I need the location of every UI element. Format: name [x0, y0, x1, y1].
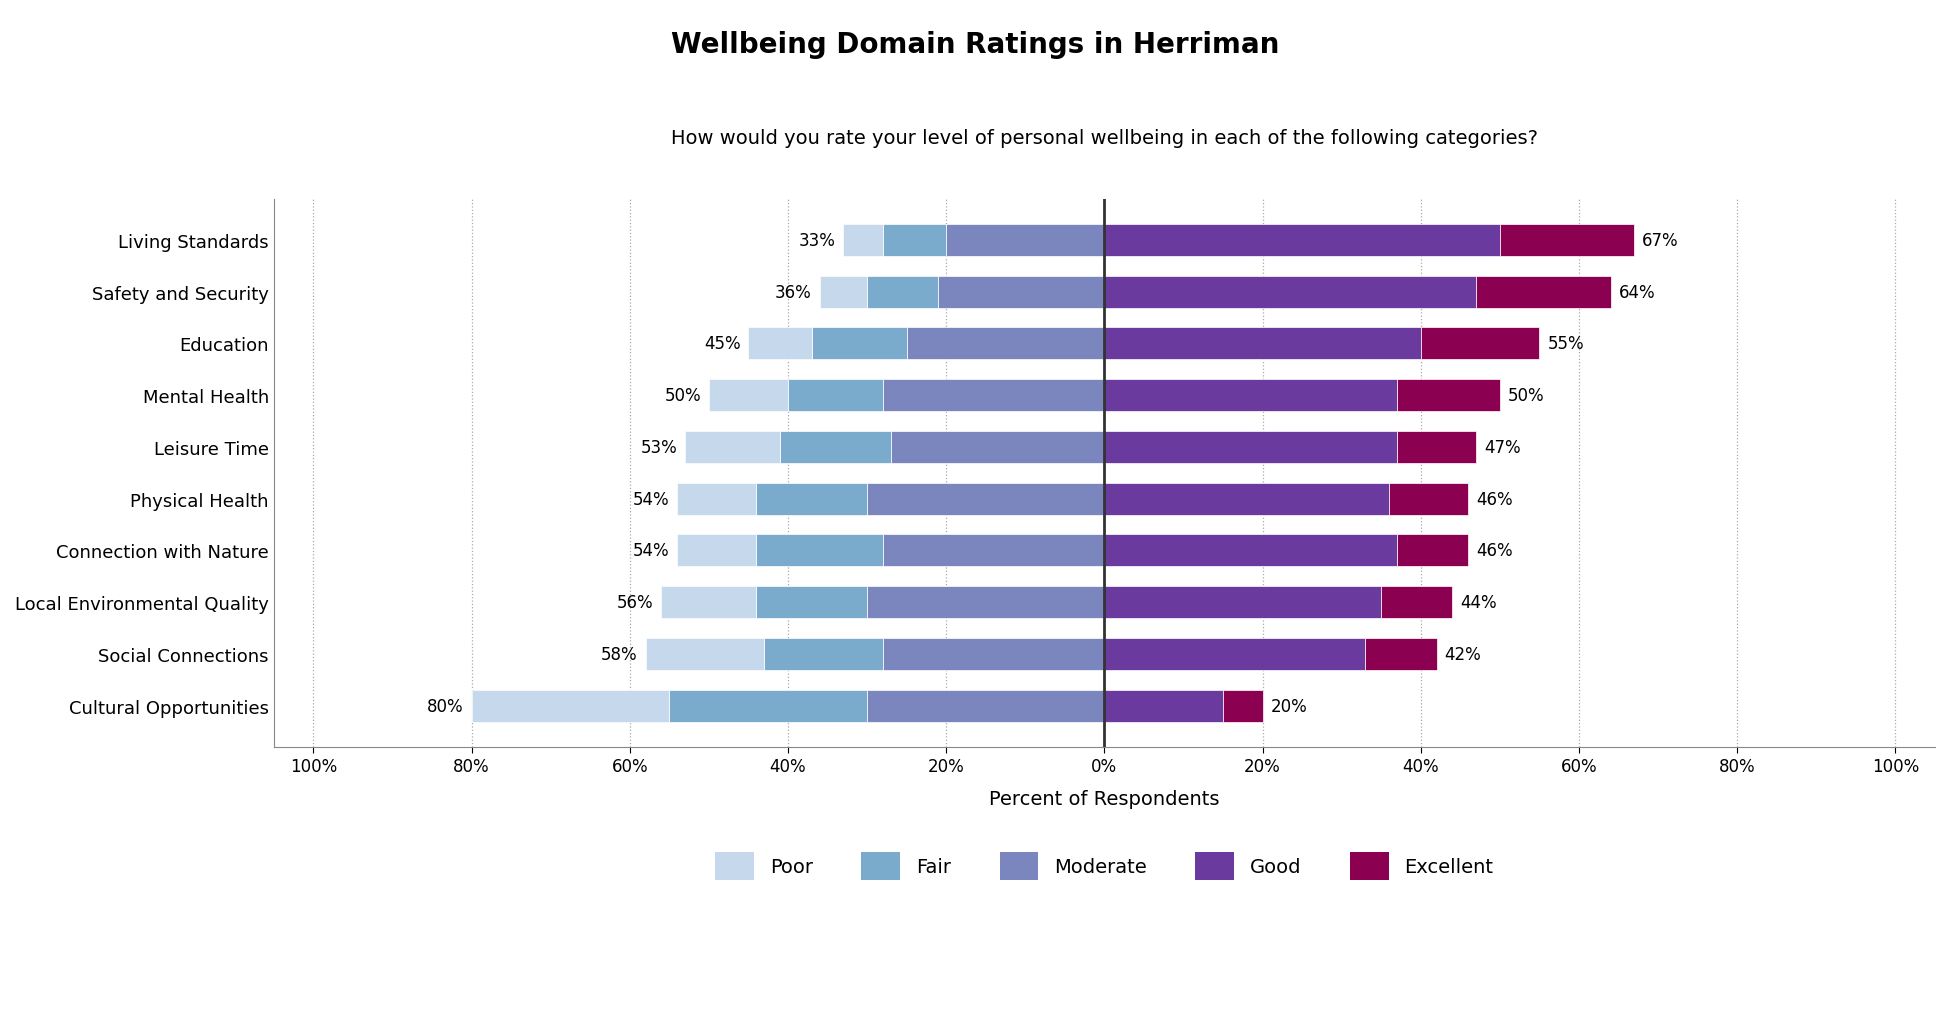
Text: 58%: 58% — [601, 645, 638, 663]
Legend: Poor, Fair, Moderate, Good, Excellent: Poor, Fair, Moderate, Good, Excellent — [696, 834, 1513, 900]
Bar — [1104, 380, 1396, 412]
Bar — [883, 638, 1104, 671]
Bar — [1381, 587, 1453, 619]
Bar — [1422, 328, 1539, 360]
Bar — [1388, 483, 1468, 516]
Bar — [1104, 431, 1396, 464]
Text: 46%: 46% — [1476, 490, 1513, 508]
Bar — [1104, 224, 1500, 257]
Text: 44%: 44% — [1461, 593, 1498, 611]
Bar — [868, 483, 1104, 516]
Bar — [938, 276, 1104, 309]
Text: 50%: 50% — [1507, 387, 1544, 405]
Bar — [1476, 276, 1611, 309]
Bar — [1104, 587, 1381, 619]
Text: 47%: 47% — [1484, 438, 1521, 457]
Bar — [868, 690, 1104, 721]
Bar — [757, 535, 883, 567]
Bar — [1223, 690, 1262, 721]
Bar — [1104, 276, 1476, 309]
Bar — [1104, 690, 1223, 721]
Bar — [1365, 638, 1437, 671]
Title: How would you rate your level of personal wellbeing in each of the following cat: How would you rate your level of persona… — [671, 129, 1539, 148]
Text: 53%: 53% — [640, 438, 677, 457]
Bar — [710, 380, 788, 412]
Bar — [1104, 535, 1396, 567]
Bar — [1104, 328, 1422, 360]
Bar — [757, 587, 868, 619]
Bar — [661, 587, 757, 619]
Bar — [749, 328, 811, 360]
Bar — [946, 224, 1104, 257]
Bar — [868, 276, 938, 309]
Text: 33%: 33% — [800, 231, 835, 250]
Text: 20%: 20% — [1271, 697, 1307, 715]
Bar — [1396, 535, 1468, 567]
Text: 42%: 42% — [1445, 645, 1482, 663]
Bar — [1500, 224, 1634, 257]
Bar — [819, 276, 868, 309]
Text: 64%: 64% — [1618, 283, 1656, 302]
Bar — [883, 535, 1104, 567]
Text: 55%: 55% — [1548, 335, 1583, 353]
Bar — [677, 535, 757, 567]
Bar — [868, 587, 1104, 619]
X-axis label: Percent of Respondents: Percent of Respondents — [989, 789, 1219, 808]
Bar — [669, 690, 868, 721]
Bar — [1396, 431, 1476, 464]
Bar — [645, 638, 764, 671]
Bar — [842, 224, 883, 257]
Text: 46%: 46% — [1476, 542, 1513, 559]
Bar — [883, 224, 946, 257]
Bar — [883, 380, 1104, 412]
Bar — [757, 483, 868, 516]
Text: 54%: 54% — [632, 542, 669, 559]
Bar — [1104, 638, 1365, 671]
Bar — [764, 638, 883, 671]
Bar — [472, 690, 669, 721]
Text: 45%: 45% — [704, 335, 741, 353]
Text: Wellbeing Domain Ratings in Herriman: Wellbeing Domain Ratings in Herriman — [671, 31, 1279, 58]
Bar — [780, 431, 891, 464]
Text: 56%: 56% — [616, 593, 653, 611]
Text: 80%: 80% — [427, 697, 464, 715]
Text: 54%: 54% — [632, 490, 669, 508]
Bar — [788, 380, 883, 412]
Bar — [677, 483, 757, 516]
Text: 67%: 67% — [1642, 231, 1679, 250]
Text: 50%: 50% — [665, 387, 700, 405]
Bar — [891, 431, 1104, 464]
Bar — [684, 431, 780, 464]
Bar — [1396, 380, 1500, 412]
Bar — [907, 328, 1104, 360]
Bar — [811, 328, 907, 360]
Text: 36%: 36% — [774, 283, 811, 302]
Bar — [1104, 483, 1388, 516]
